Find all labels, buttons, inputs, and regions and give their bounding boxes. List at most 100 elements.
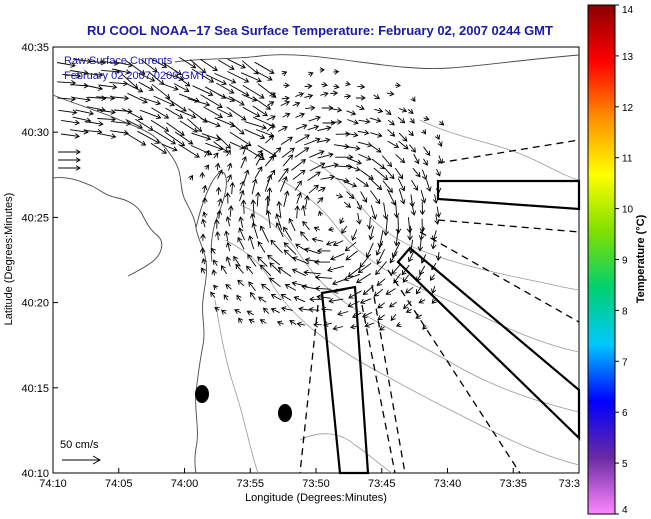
current-vector — [435, 252, 442, 262]
current-vector — [283, 226, 292, 241]
current-vector — [217, 169, 223, 179]
current-vector — [149, 57, 168, 68]
current-vector — [220, 265, 228, 275]
current-vector — [407, 251, 415, 263]
current-vector — [435, 182, 442, 194]
current-vector — [242, 85, 265, 99]
current-vector — [403, 300, 412, 310]
current-vector — [362, 311, 373, 318]
current-vector — [314, 274, 333, 281]
colorbar-tick-label: 10 — [622, 205, 634, 216]
plot-area — [52, 46, 580, 474]
annotation-title: Raw Surface Currents — [64, 55, 173, 67]
current-vector — [395, 321, 402, 328]
current-vector — [292, 169, 306, 180]
current-vector — [228, 205, 234, 217]
current-vector — [343, 145, 361, 151]
current-vector — [174, 131, 194, 145]
current-vector — [150, 119, 170, 132]
current-vector — [375, 240, 384, 256]
current-vector — [217, 197, 223, 207]
current-vector — [127, 83, 144, 93]
current-vector — [308, 71, 314, 77]
current-vector — [357, 262, 372, 274]
current-vector — [341, 225, 348, 234]
current-vector — [393, 228, 400, 247]
map-layer: 50 cm/s Raw Surface Currents February 02… — [52, 54, 581, 475]
current-vector — [61, 133, 80, 139]
x-tick-label: 73:3 — [559, 478, 580, 490]
current-vector — [112, 120, 132, 127]
current-vector — [236, 294, 242, 302]
colorbar-label: Temperature (°C) — [635, 214, 647, 303]
current-vector — [84, 84, 104, 91]
bathymetry-contour — [279, 179, 580, 353]
current-vector — [266, 124, 275, 132]
current-vector — [377, 314, 385, 321]
current-vector — [281, 147, 295, 158]
current-vector — [242, 144, 248, 155]
current-vector — [421, 129, 427, 135]
current-vector — [345, 250, 358, 261]
current-vector — [237, 236, 245, 250]
current-vector — [437, 141, 443, 147]
current-vector — [416, 273, 422, 282]
current-vector — [311, 237, 324, 243]
lane-south — [320, 285, 370, 475]
current-vector — [402, 274, 410, 283]
current-vector — [56, 62, 76, 68]
current-vector — [343, 201, 352, 208]
current-vector — [213, 259, 218, 266]
current-vector — [137, 130, 160, 144]
current-vector — [333, 69, 340, 75]
current-vector — [302, 220, 310, 231]
colorbar-tick-label: 11 — [622, 154, 633, 165]
current-vector — [405, 286, 414, 294]
current-vector — [319, 67, 325, 73]
current-vector — [344, 93, 352, 100]
current-vector — [307, 124, 320, 131]
current-vector — [301, 284, 319, 290]
current-vector — [238, 216, 244, 228]
current-vector — [304, 93, 314, 100]
current-vector — [165, 107, 184, 119]
current-vector — [401, 264, 410, 276]
current-vector — [227, 58, 246, 69]
current-vector — [226, 106, 247, 121]
current-vector — [335, 193, 344, 199]
current-vector — [295, 134, 310, 144]
current-vector — [150, 142, 167, 154]
current-vector — [355, 177, 369, 187]
current-vector — [294, 205, 301, 219]
current-vector — [201, 184, 208, 193]
current-vector — [328, 298, 344, 304]
current-vector — [75, 109, 95, 116]
current-vector — [377, 230, 384, 249]
current-vector — [408, 130, 414, 137]
current-vector — [370, 144, 382, 153]
current-vector — [214, 162, 221, 171]
current-vector — [127, 92, 148, 104]
current-vector — [409, 144, 416, 153]
current-vector — [293, 296, 306, 303]
current-vector — [277, 126, 288, 132]
current-vector — [256, 71, 273, 81]
current-vector — [166, 122, 185, 136]
current-vector — [214, 307, 220, 312]
current-vector — [347, 266, 362, 278]
current-vector — [345, 164, 361, 172]
current-vector — [280, 100, 290, 107]
colorbar-tick-label: 4 — [622, 505, 628, 516]
current-vector — [239, 189, 245, 202]
current-vector — [247, 253, 257, 267]
current-vector — [240, 199, 247, 214]
scale-label: 50 cm/s — [60, 439, 99, 451]
current-vector — [225, 284, 232, 290]
current-vector — [58, 149, 81, 155]
current-vector — [333, 83, 340, 90]
current-vector — [165, 97, 187, 112]
current-vector — [276, 320, 284, 326]
current-vector — [153, 95, 175, 107]
current-vector — [373, 288, 384, 297]
current-vector — [259, 264, 272, 277]
